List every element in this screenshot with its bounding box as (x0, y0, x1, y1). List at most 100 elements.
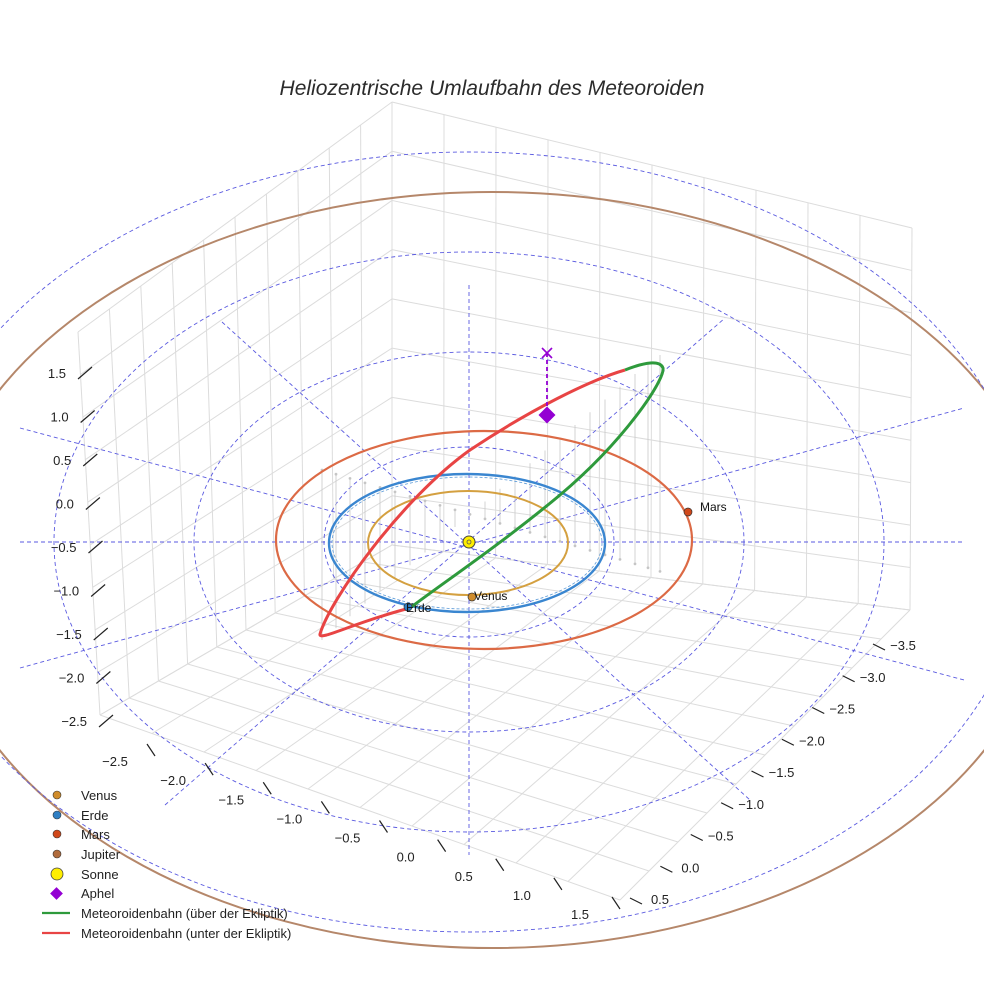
floor-gridline-b (99, 544, 393, 716)
left-wall-gridline-h (89, 347, 393, 546)
z-axis: 1.5 1.0 0.5 0.0 −0.5 −1.0 −1.5 −2.0 −2.5 (48, 366, 114, 729)
x-tick-mark (495, 858, 505, 872)
y-axis: −3.5 −3.0 −2.5 −2.0 −1.5 −1.0 −0.5 0.0 0.5 (629, 638, 916, 907)
z-tick-mark (98, 714, 114, 728)
x-tick-label: −0.5 (335, 831, 361, 846)
x-tick-mark (262, 781, 272, 795)
right-wall-gridline-v (857, 215, 861, 604)
x-tick-label: 0.0 (397, 850, 415, 865)
left-wall-gridline-h (94, 446, 393, 631)
y-tick-label: −2.5 (829, 702, 855, 717)
right-wall-gridline-h (391, 199, 912, 314)
floor-gridline-b (411, 583, 704, 827)
legend-sonne-label: Sonne (81, 867, 119, 882)
left-wall-gridline-v (234, 216, 247, 631)
y-tick-label: −1.0 (738, 797, 764, 812)
drop-line-foot (633, 562, 637, 566)
z-tick-mark (85, 497, 101, 510)
sun-core (466, 539, 472, 545)
y-tick-label: 0.5 (651, 892, 669, 907)
z-tick-mark (90, 584, 106, 597)
z-tick-label: 1.5 (48, 366, 66, 381)
y-tick-label: 0.0 (681, 860, 699, 875)
y-tick-mark (629, 897, 643, 905)
z-tick-mark (80, 410, 96, 423)
x-tick-label: −2.0 (160, 773, 186, 788)
floor-gridline-b (255, 564, 548, 771)
left-wall-gridline-h (97, 495, 393, 673)
drop-line-foot (573, 544, 577, 548)
right-wall-gridline-h (391, 396, 911, 484)
sun-marker (462, 535, 476, 549)
y-tick-mark (720, 802, 734, 810)
chart-title: Heliozentrische Umlaufbahn des Meteoroid… (280, 77, 705, 100)
ecliptic-spoke-d4 (19, 427, 965, 681)
legend-sonne-marker (50, 867, 64, 881)
drop-line-foot (408, 494, 412, 498)
floor-gridline-b (203, 557, 496, 753)
y-tick-mark (690, 833, 704, 842)
drop-line-foot (543, 535, 547, 539)
z-tick-label: −2.0 (59, 671, 85, 686)
right-wall-gridline-v (805, 202, 809, 598)
z-tick-mark (88, 540, 103, 554)
right-wall-gridline-v (909, 227, 913, 611)
ecliptic-spoke-d2 (164, 317, 726, 806)
left-wall-gridline-v (140, 285, 159, 682)
x-tick-mark (320, 801, 330, 814)
floor-gridline-b (619, 609, 911, 901)
back-gridlines (77, 101, 913, 901)
right-wall-gridline-v (650, 164, 653, 578)
mars-label: Mars (700, 500, 727, 514)
ecliptic-reference (0, 151, 984, 933)
x-tick-label: −1.5 (218, 792, 244, 807)
left-wall-gridline-v (297, 170, 305, 597)
x-tick-mark (553, 877, 563, 891)
legend-erde-label: Erde (81, 808, 108, 823)
erde-orbit (327, 472, 607, 614)
z-tick-mark (77, 366, 93, 380)
legend-orbit-above-label: Meteoroidenbahn (über der Ekliptik) (81, 906, 288, 921)
mars-orbit (274, 429, 694, 651)
left-wall-gridline-h (82, 200, 393, 418)
erde-label: Erde (406, 601, 432, 615)
legend-orbit-below-label: Meteoroidenbahn (unter der Ekliptik) (81, 926, 291, 941)
right-wall-gridline-v (754, 190, 757, 591)
left-wall-gridline-v (265, 193, 276, 614)
left-wall-gridline-h (87, 298, 393, 503)
right-wall-gridline-h (391, 446, 911, 526)
drop-line-foot (348, 476, 352, 480)
y-tick-mark (781, 738, 795, 746)
aphel-x-marker (541, 347, 553, 359)
z-tick-label: −0.5 (51, 540, 77, 555)
y-tick-label: −0.5 (708, 829, 734, 844)
right-wall-gridline-v (598, 152, 601, 572)
ecliptic-spoke-d1 (221, 321, 751, 801)
x-tick-mark (379, 820, 388, 833)
floor-gridline-b (359, 577, 652, 808)
x-tick-mark (146, 743, 156, 757)
drop-line-foot (528, 531, 532, 534)
drop-line-foot (468, 513, 472, 516)
meteoroid-orbit-above (409, 361, 665, 610)
drop-line-foot (438, 503, 442, 507)
floor-gridline-b (567, 603, 859, 882)
right-wall-gridline-h (391, 101, 913, 229)
z-tick-label: −1.0 (53, 584, 79, 599)
legend-mars-label: Mars (81, 827, 110, 842)
floor-gridline-b (463, 590, 755, 845)
y-tick-label: −1.5 (769, 765, 795, 780)
erde-orbit-inner (331, 476, 603, 610)
right-wall-gridline-h (391, 150, 912, 271)
left-wall-gridline-v (171, 262, 189, 665)
drop-line-foot (363, 481, 367, 485)
x-tick-label: −1.0 (277, 811, 303, 826)
floor-gridline-b (515, 596, 807, 864)
drop-line-foot (334, 472, 338, 476)
drop-line-foot (453, 508, 457, 512)
z-tick-label: 0.0 (56, 497, 74, 512)
left-wall-gridline-v (328, 147, 335, 580)
x-tick-label: −2.5 (102, 754, 128, 769)
left-wall-gridline-v (360, 124, 364, 563)
left-wall-gridline-v (77, 331, 101, 716)
